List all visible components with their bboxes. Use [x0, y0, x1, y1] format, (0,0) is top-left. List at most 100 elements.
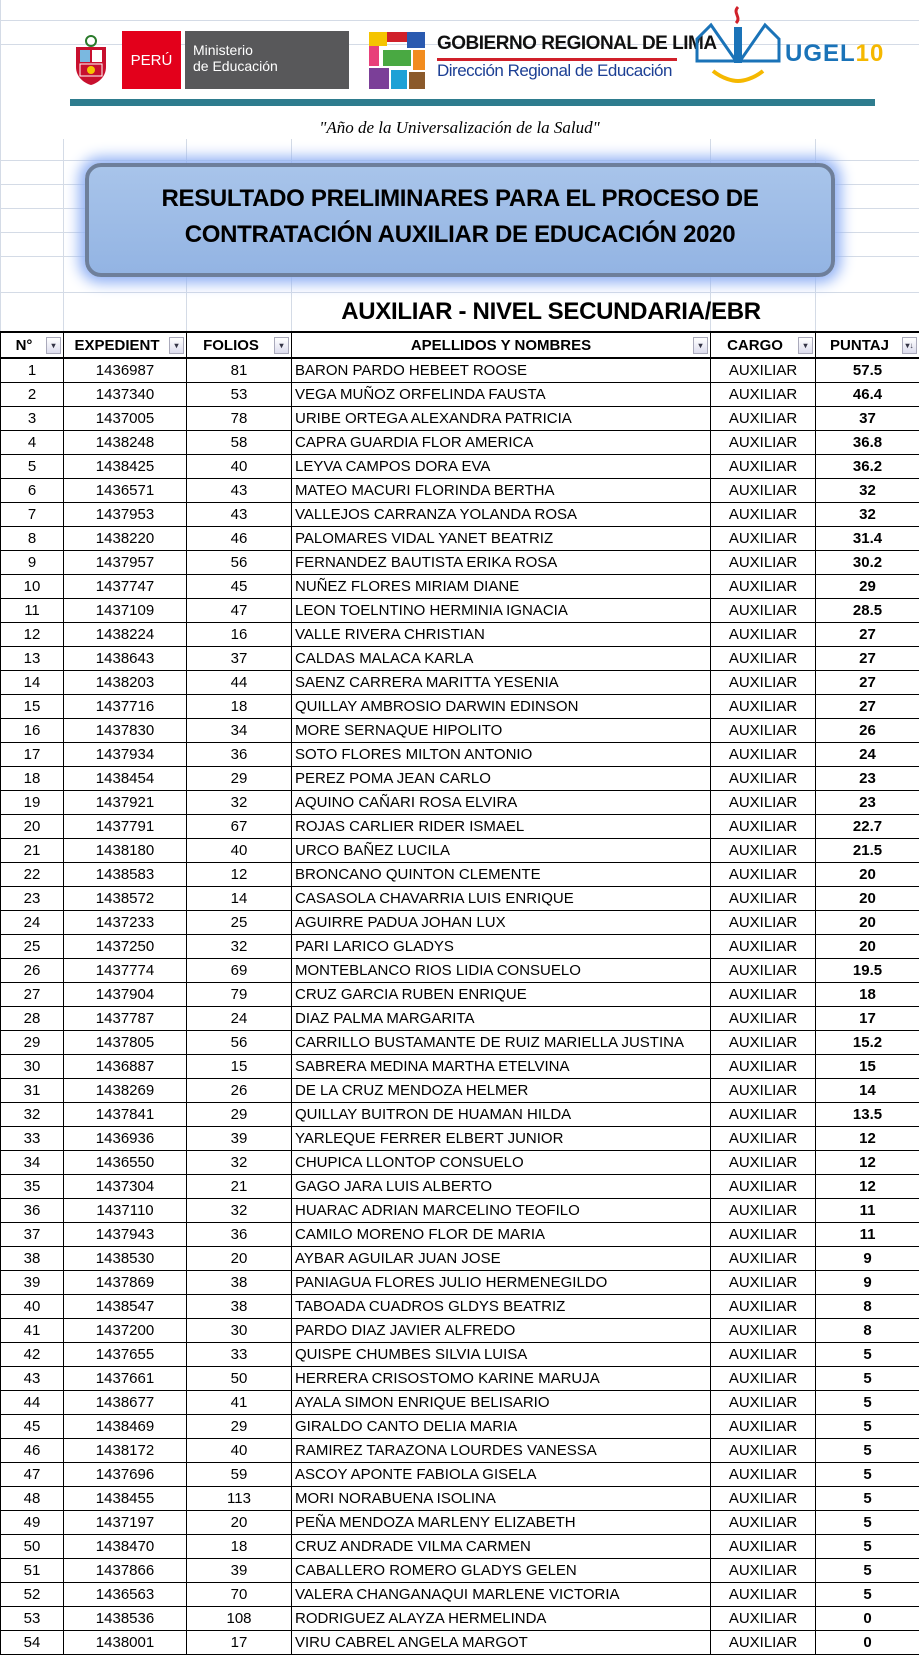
- cell-expediente: 1438454: [64, 766, 187, 790]
- filter-dropdown-icon[interactable]: ▾: [46, 337, 61, 354]
- cell-folios: 44: [187, 670, 292, 694]
- cell-cargo: AUXILIAR: [711, 550, 816, 574]
- cell-numero: 32: [1, 1102, 64, 1126]
- cell-numero: 3: [1, 406, 64, 430]
- column-header-label: N°: [16, 337, 33, 354]
- cell-cargo: AUXILIAR: [711, 1486, 816, 1510]
- cell-cargo: AUXILIAR: [711, 1198, 816, 1222]
- cell-folios: 46: [187, 526, 292, 550]
- filter-dropdown-icon[interactable]: ▾: [274, 337, 289, 354]
- cell-cargo: AUXILIAR: [711, 670, 816, 694]
- cell-cargo: AUXILIAR: [711, 502, 816, 526]
- ugel-label: UGEL: [785, 40, 856, 67]
- cell-cargo: AUXILIAR: [711, 382, 816, 406]
- cell-apellidos-nombres: PEREZ POMA JEAN CARLO: [292, 766, 711, 790]
- cell-apellidos-nombres: VEGA MUÑOZ ORFELINDA FAUSTA: [292, 382, 711, 406]
- cell-folios: 39: [187, 1126, 292, 1150]
- cell-puntaje: 5: [816, 1558, 919, 1582]
- cell-expediente: 1436987: [64, 358, 187, 382]
- cell-apellidos-nombres: CASASOLA CHAVARRIA LUIS ENRIQUE: [292, 886, 711, 910]
- cell-puntaje: 5: [816, 1438, 919, 1462]
- cell-expediente: 1438677: [64, 1390, 187, 1414]
- cell-folios: 36: [187, 742, 292, 766]
- cell-expediente: 1438248: [64, 430, 187, 454]
- filter-dropdown-icon[interactable]: ▾: [798, 337, 813, 354]
- cell-expediente: 1437866: [64, 1558, 187, 1582]
- cell-folios: 41: [187, 1390, 292, 1414]
- cell-puntaje: 36.2: [816, 454, 919, 478]
- cell-apellidos-nombres: DIAZ PALMA MARGARITA: [292, 1006, 711, 1030]
- cell-expediente: 1438470: [64, 1534, 187, 1558]
- filter-dropdown-icon[interactable]: ▾: [169, 337, 184, 354]
- cell-cargo: AUXILIAR: [711, 1390, 816, 1414]
- cell-puntaje: 19.5: [816, 958, 919, 982]
- column-header-label: CARGO: [727, 337, 783, 354]
- ugel-book-torch-icon: [693, 5, 783, 91]
- cell-folios: 59: [187, 1462, 292, 1486]
- cell-cargo: AUXILIAR: [711, 1558, 816, 1582]
- cell-apellidos-nombres: VIRU CABREL ANGELA MARGOT: [292, 1630, 711, 1654]
- cell-folios: 81: [187, 358, 292, 382]
- cell-puntaje: 36.8: [816, 430, 919, 454]
- cell-apellidos-nombres: YARLEQUE FERRER ELBERT JUNIOR: [292, 1126, 711, 1150]
- cell-puntaje: 8: [816, 1294, 919, 1318]
- cell-apellidos-nombres: HERRERA CRISOSTOMO KARINE MARUJA: [292, 1366, 711, 1390]
- sort-descending-icon[interactable]: ▾↓: [902, 337, 917, 354]
- column-header-puntaje: PUNTAJ▾↓: [816, 332, 919, 358]
- cell-folios: 40: [187, 838, 292, 862]
- cell-cargo: AUXILIAR: [711, 1534, 816, 1558]
- cell-cargo: AUXILIAR: [711, 862, 816, 886]
- cell-numero: 30: [1, 1054, 64, 1078]
- cell-folios: 43: [187, 478, 292, 502]
- filter-dropdown-icon[interactable]: ▾: [693, 337, 708, 354]
- cell-expediente: 1438269: [64, 1078, 187, 1102]
- cell-folios: 25: [187, 910, 292, 934]
- cell-folios: 79: [187, 982, 292, 1006]
- cell-apellidos-nombres: VALERA CHANGANAQUI MARLENE VICTORIA: [292, 1582, 711, 1606]
- cell-apellidos-nombres: PALOMARES VIDAL YANET BEATRIZ: [292, 526, 711, 550]
- cell-apellidos-nombres: PARI LARICO GLADYS: [292, 934, 711, 958]
- cell-cargo: AUXILIAR: [711, 1078, 816, 1102]
- cell-folios: 30: [187, 1318, 292, 1342]
- table-header-row: N°▾EXPEDIENT▾FOLIOS▾APELLIDOS Y NOMBRES▾…: [1, 332, 919, 358]
- cell-puntaje: 5: [816, 1582, 919, 1606]
- cell-apellidos-nombres: ROJAS CARLIER RIDER ISMAEL: [292, 814, 711, 838]
- cell-puntaje: 8: [816, 1318, 919, 1342]
- cell-expediente: 1437805: [64, 1030, 187, 1054]
- cell-apellidos-nombres: CAPRA GUARDIA FLOR AMERICA: [292, 430, 711, 454]
- cell-puntaje: 20: [816, 910, 919, 934]
- cell-expediente: 1438455: [64, 1486, 187, 1510]
- cell-expediente: 1437200: [64, 1318, 187, 1342]
- cell-puntaje: 11: [816, 1222, 919, 1246]
- cell-puntaje: 23: [816, 766, 919, 790]
- cell-apellidos-nombres: AYBAR AGUILAR JUAN JOSE: [292, 1246, 711, 1270]
- direccion-regional-subtitle: Dirección Regional de Educación: [437, 61, 672, 81]
- cell-cargo: AUXILIAR: [711, 478, 816, 502]
- cell-expediente: 1438469: [64, 1414, 187, 1438]
- cell-cargo: AUXILIAR: [711, 742, 816, 766]
- cell-expediente: 1437869: [64, 1270, 187, 1294]
- cell-expediente: 1436563: [64, 1582, 187, 1606]
- cell-folios: 18: [187, 1534, 292, 1558]
- cell-apellidos-nombres: MORI NORABUENA ISOLINA: [292, 1486, 711, 1510]
- cell-puntaje: 5: [816, 1510, 919, 1534]
- column-header-apellidos-nombres: APELLIDOS Y NOMBRES▾: [292, 332, 711, 358]
- cell-puntaje: 37: [816, 406, 919, 430]
- cell-folios: 69: [187, 958, 292, 982]
- section-subtitle: AUXILIAR - NIVEL SECUNDARIA/EBR: [291, 298, 811, 326]
- cell-folios: 108: [187, 1606, 292, 1630]
- cell-expediente: 1437921: [64, 790, 187, 814]
- cell-numero: 31: [1, 1078, 64, 1102]
- cell-numero: 41: [1, 1318, 64, 1342]
- cell-folios: 14: [187, 886, 292, 910]
